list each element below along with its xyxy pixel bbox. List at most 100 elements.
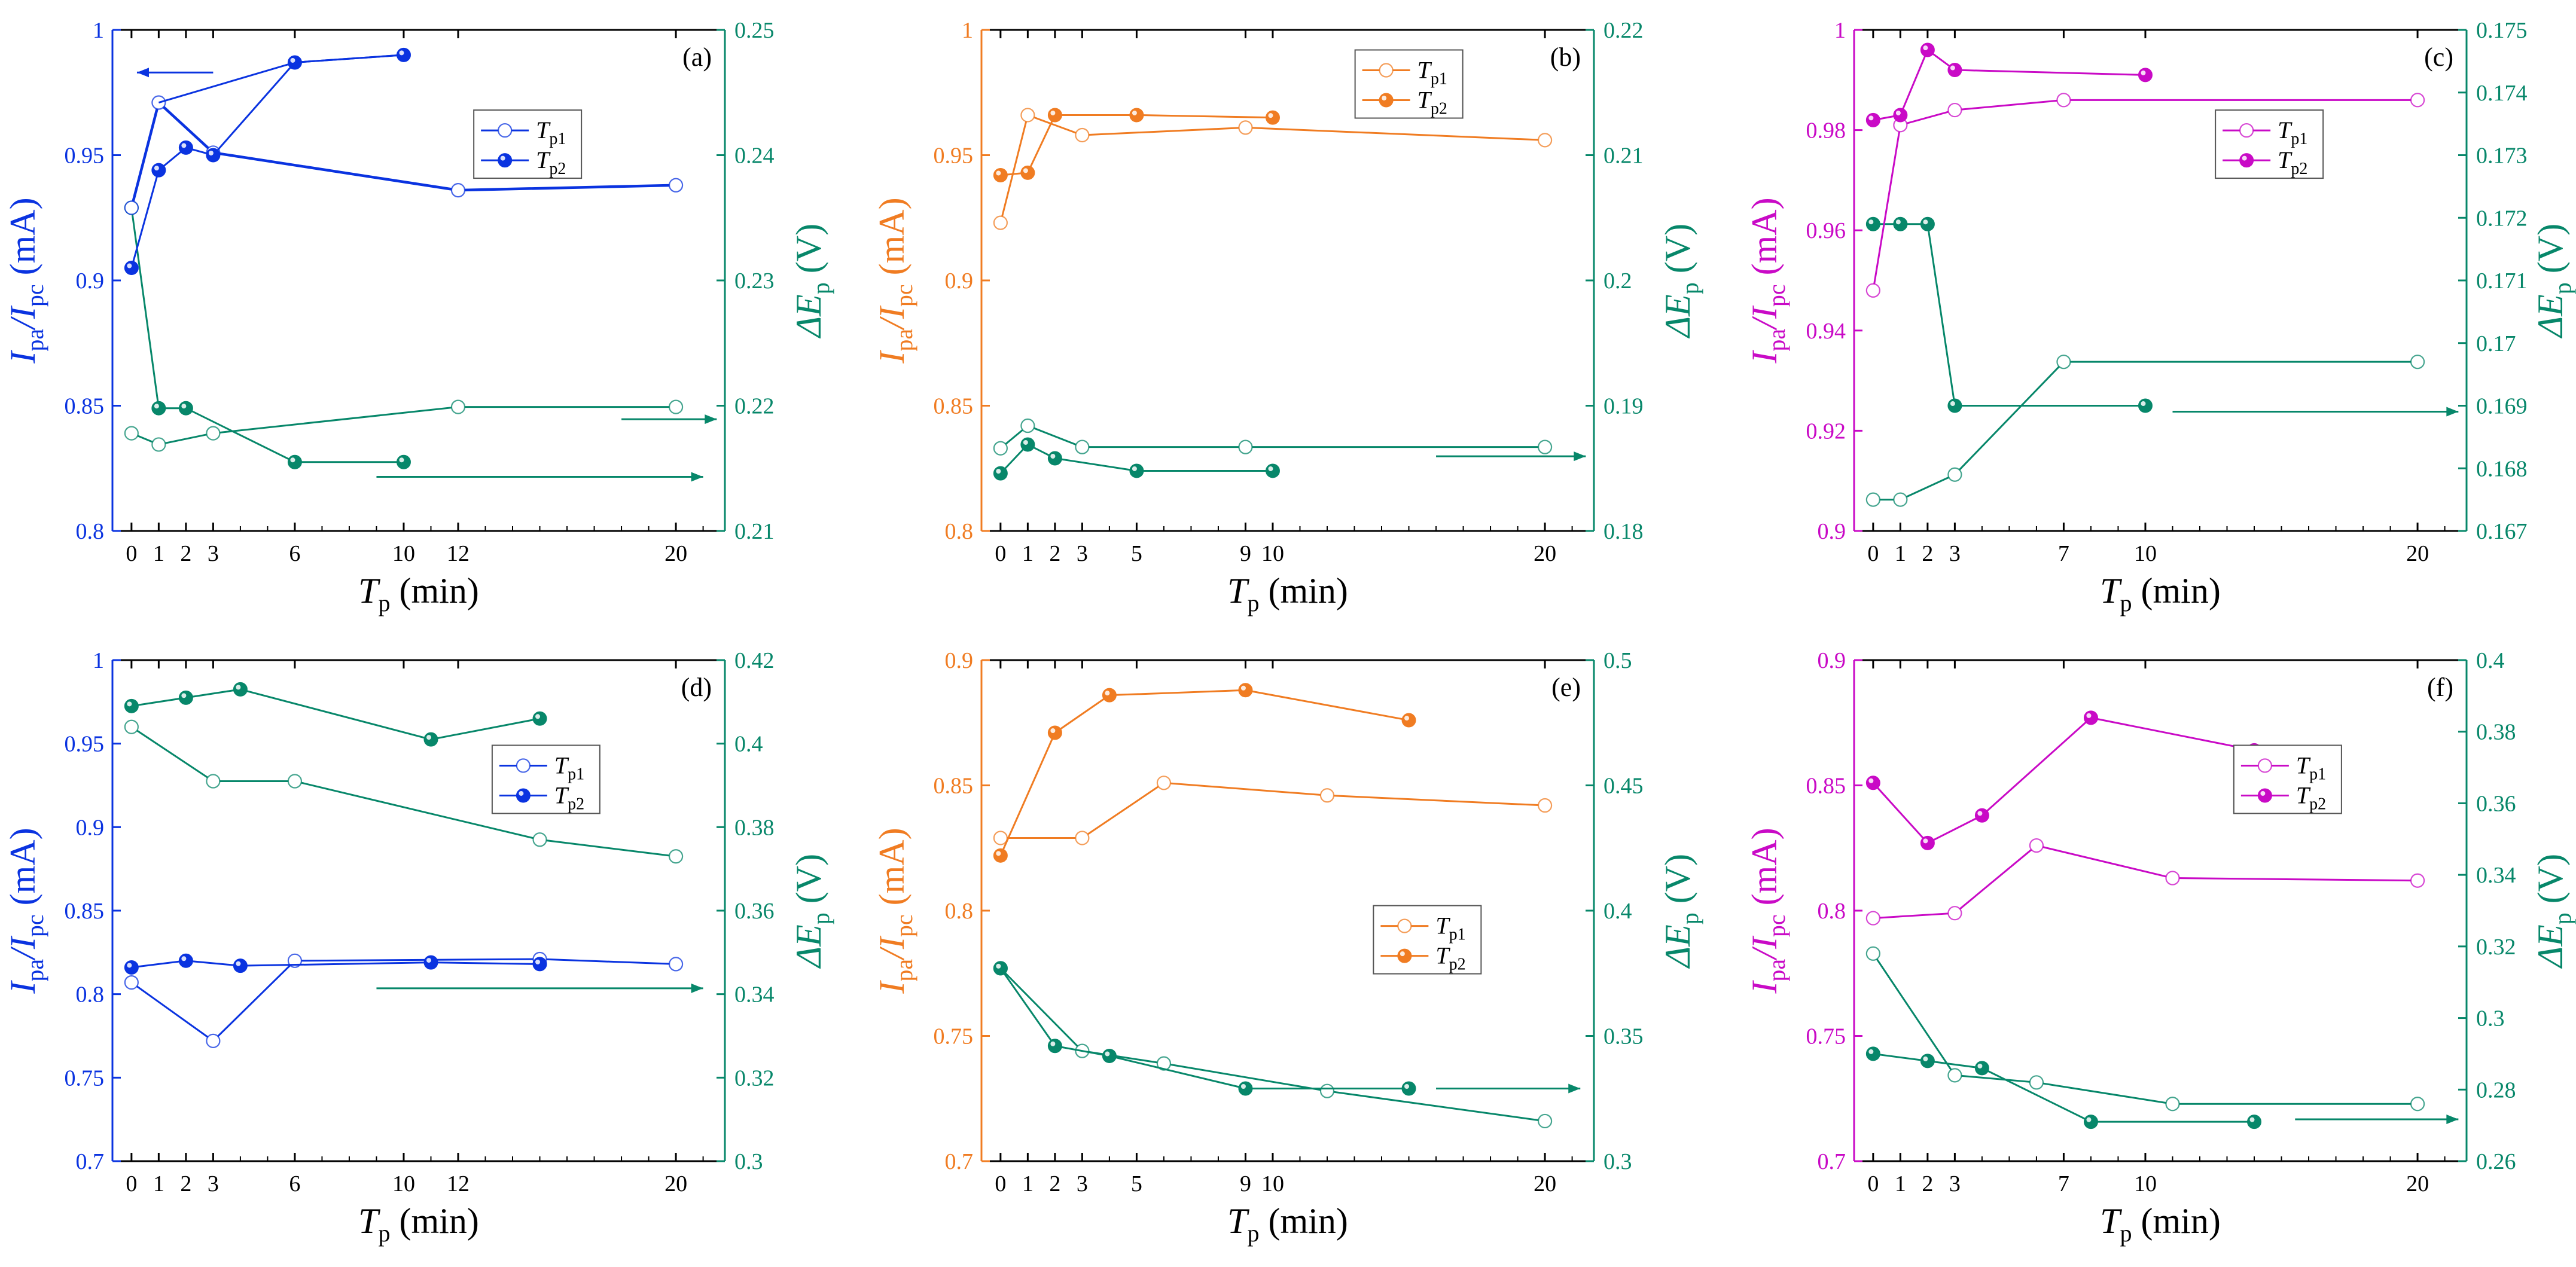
delta-e-point	[1238, 439, 1253, 454]
y-right-tick-label: 0.42	[734, 648, 775, 673]
delta-e-point-highlight	[1868, 219, 1874, 225]
legend-label-var: T	[2296, 781, 2311, 808]
delta-e-point	[1156, 1056, 1172, 1071]
y-right-tick-label: 0.19	[1603, 394, 1644, 419]
chart-panel-4: 0 1 2 3 6 10 12 200.70.750.80.850.90.9510.30.32…	[3, 648, 834, 1247]
y-left-title-unit: (mA)	[1745, 197, 1784, 284]
y-left-title-unit: (mA)	[872, 828, 911, 914]
legend-label-sub: p2	[1431, 100, 1447, 118]
y-left-tick-label: 0.75	[934, 1024, 974, 1049]
y-right-title-var: ΔE	[789, 924, 828, 969]
current-point-highlight	[181, 956, 187, 961]
x-tick-label: 0	[1867, 541, 1879, 566]
current-point	[1865, 776, 1880, 790]
x-tick-label: 3	[1077, 1171, 1088, 1196]
x-tick-label: 10	[392, 1171, 415, 1196]
x-axis-title-var: T	[1227, 1201, 1249, 1241]
current-point	[1319, 788, 1335, 803]
x-tick-label: 0	[1867, 1171, 1879, 1196]
x-tick-label: 9	[1240, 1171, 1251, 1196]
current-point	[993, 831, 1008, 845]
current-point-highlight	[127, 263, 132, 268]
x-tick-label: 1	[1022, 541, 1034, 566]
legend-marker	[2239, 123, 2254, 138]
x-tick-label: 7	[2058, 1171, 2069, 1196]
x-tick-label: 0	[126, 541, 137, 566]
delta-e-series-2	[124, 200, 411, 469]
y-left-tick-label: 0.85	[65, 899, 105, 924]
legend-label: Tp1	[2296, 752, 2326, 783]
x-axis-title-sub: p	[2120, 1220, 2132, 1247]
y-right-tick-label: 0.24	[734, 144, 775, 169]
current-point	[1020, 108, 1035, 123]
y-right-tick-label: 0.32	[2476, 935, 2516, 960]
x-tick-label: 12	[447, 541, 470, 566]
delta-e-point-highlight	[426, 735, 431, 740]
legend-marker-highlight	[2260, 790, 2266, 796]
delta-e-point	[1865, 1046, 1880, 1061]
panel-label: (a)	[682, 42, 712, 72]
y-left-title-sub1: pa	[1763, 329, 1790, 352]
legend-box	[1354, 49, 1464, 119]
arrow-1-head	[1568, 1083, 1581, 1094]
x-axis-title: Tp (min)	[1227, 571, 1348, 616]
y-left-tick-label: 0.9	[945, 268, 974, 294]
arrow-2-head	[705, 414, 717, 425]
delta-e-series-2	[993, 961, 1416, 1096]
current-point	[1920, 835, 1935, 850]
current-line	[1000, 781, 1545, 839]
current-point	[206, 1033, 221, 1048]
x-axis-title-var: T	[2100, 1201, 2122, 1241]
delta-e-point	[1865, 946, 1880, 961]
current-point-highlight	[236, 961, 241, 966]
x-tick-label: 3	[1949, 1171, 1961, 1196]
delta-e-series-2	[1865, 216, 2153, 413]
delta-e-point	[151, 401, 166, 416]
delta-e-point-highlight	[1923, 219, 1928, 225]
x-tick-label: 6	[289, 541, 300, 566]
legend-marker-highlight	[500, 155, 505, 161]
x-axis-title: Tp (min)	[358, 1201, 479, 1247]
current-point-highlight	[1977, 811, 1983, 816]
current-point-highlight	[1923, 838, 1928, 844]
x-tick-label: 1	[1022, 1171, 1034, 1196]
delta-e-point-highlight	[1950, 401, 1955, 406]
x-axis-title: Tp (min)	[358, 571, 479, 616]
current-point	[993, 848, 1008, 863]
y-left-tick-label: 0.7	[945, 1149, 974, 1174]
legend-box	[1373, 905, 1482, 975]
current-point	[532, 957, 547, 972]
legend-label: Tp2	[2296, 781, 2326, 813]
y-right-tick-label: 0.3	[1603, 1149, 1632, 1174]
y-left-title-sub2: pc	[22, 914, 48, 937]
y-left-tick-label: 0.85	[934, 394, 974, 419]
x-axis-title-unit: (min)	[2132, 571, 2221, 610]
y-left-tick-label: 1	[93, 648, 104, 673]
y-left-tick-label: 0.85	[934, 774, 974, 799]
x-tick-label: 0	[995, 541, 1006, 566]
current-point	[2056, 93, 2071, 108]
legend-box	[2215, 109, 2324, 179]
x-tick-label: 20	[1534, 1171, 1556, 1196]
y-right-tick-label: 0.21	[734, 519, 775, 544]
delta-e-point-highlight	[996, 963, 1001, 969]
x-axis-title: Tp (min)	[1227, 1201, 1348, 1247]
legend-label-sub: p2	[549, 160, 566, 178]
delta-e-point-highlight	[1977, 1063, 1983, 1068]
current-point	[1537, 798, 1553, 813]
current-series-1	[993, 108, 1553, 230]
y-right-tick-label: 0.22	[1603, 18, 1644, 43]
legend-label-var: T	[536, 146, 551, 173]
x-tick-label: 3	[208, 1171, 219, 1196]
y-left-tick-label: 0.9	[1818, 519, 1846, 544]
x-axis-title-sub: p	[2120, 590, 2132, 616]
delta-e-point	[1047, 1039, 1062, 1054]
y-right-title-var: ΔE	[2531, 924, 2570, 969]
delta-e-point-highlight	[1404, 1083, 1410, 1089]
legend-label-var: T	[554, 781, 569, 808]
current-point	[993, 168, 1008, 183]
y-right-tick-label: 0.34	[734, 982, 775, 1008]
legend-box	[491, 744, 600, 814]
